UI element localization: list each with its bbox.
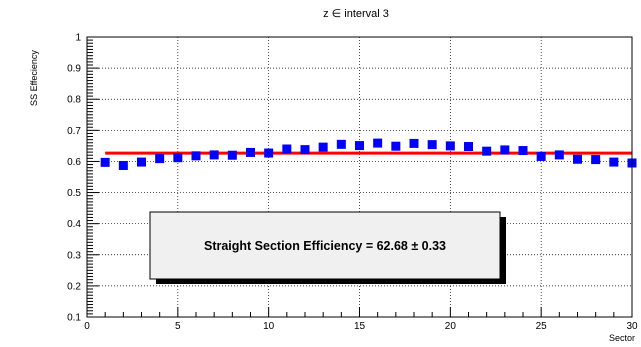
- data-point: [282, 144, 292, 154]
- y-tick-label: 0.6: [67, 157, 81, 168]
- x-axis-label: Sector: [609, 333, 635, 343]
- data-point: [518, 146, 528, 156]
- data-point: [573, 154, 582, 164]
- data-point: [336, 139, 346, 149]
- chart-title: z ∈ interval 3: [323, 8, 389, 20]
- stats-box: Straight Section Efficiency = 62.68 ± 0.…: [149, 211, 506, 284]
- data-point: [554, 150, 564, 160]
- data-point: [482, 146, 492, 156]
- y-tick-label: 0.9: [67, 64, 81, 75]
- data-point: [137, 157, 146, 167]
- data-point: [500, 145, 510, 155]
- x-tick-label: 10: [263, 321, 275, 332]
- x-tick-label: 5: [175, 321, 181, 332]
- data-point: [155, 154, 165, 164]
- y-tick-label: 0.4: [67, 219, 81, 230]
- x-tick-label: 15: [354, 321, 366, 332]
- data-point: [191, 151, 201, 161]
- y-tick-label: 0.2: [67, 281, 81, 292]
- data-point: [173, 153, 183, 163]
- y-tick-label: 0.1: [67, 313, 81, 324]
- stats-box-text: Straight Section Efficiency = 62.68 ± 0.…: [204, 239, 446, 253]
- y-axis-label: SS Effeciency: [29, 50, 39, 106]
- data-point: [300, 145, 310, 155]
- y-tick-label: 0.7: [67, 126, 81, 137]
- x-tick-label: 30: [626, 321, 638, 332]
- x-tick-label: 0: [84, 321, 90, 332]
- x-tick-label: 20: [445, 321, 457, 332]
- data-point: [209, 150, 219, 160]
- data-point: [536, 151, 546, 161]
- data-point: [373, 138, 383, 148]
- y-tick-label: 0.3: [67, 250, 81, 261]
- data-point: [409, 138, 419, 148]
- data-point: [591, 155, 601, 165]
- y-tick-label: 0.8: [67, 95, 81, 106]
- data-point: [355, 141, 364, 151]
- data-point: [427, 140, 437, 150]
- data-point: [100, 157, 110, 167]
- data-point: [118, 160, 128, 170]
- data-point: [464, 142, 473, 152]
- stats-box-frame: [149, 211, 501, 280]
- x-tick-label: 25: [536, 321, 548, 332]
- axes: 0.10.20.30.40.50.60.70.80.910 5 10 15 20 25 30: [67, 33, 638, 333]
- y-tick-label: 0.5: [67, 188, 81, 199]
- data-point: [391, 141, 401, 151]
- data-point: [264, 148, 274, 158]
- data-point: [227, 150, 237, 160]
- data-point: [609, 157, 619, 167]
- data-point: [246, 147, 255, 157]
- data-point: [318, 142, 328, 152]
- data-point: [445, 141, 455, 151]
- y-tick-label: 1: [75, 33, 81, 44]
